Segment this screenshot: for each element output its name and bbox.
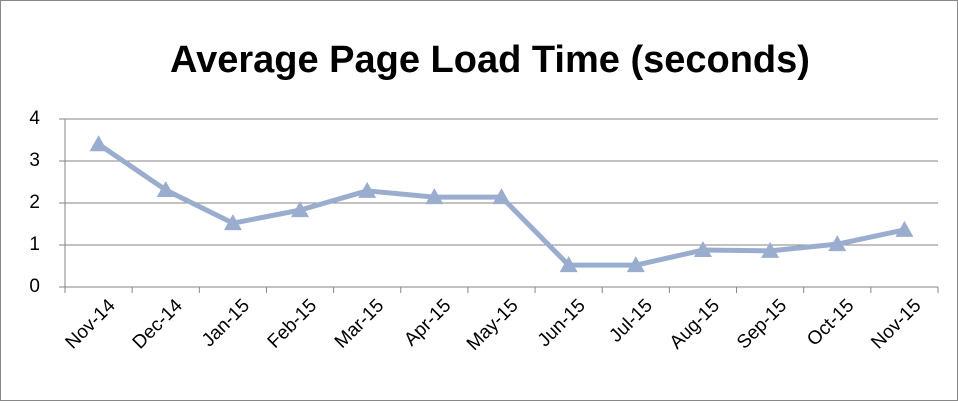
data-marker — [492, 188, 511, 205]
y-tick-label: 1 — [29, 234, 40, 255]
data-marker — [223, 214, 242, 231]
data-marker — [291, 201, 310, 218]
data-marker — [895, 220, 914, 237]
y-tick-label: 4 — [29, 108, 40, 129]
y-tick-label: 3 — [29, 150, 40, 171]
data-marker — [693, 241, 712, 258]
data-marker — [358, 181, 377, 198]
data-marker — [425, 188, 444, 205]
y-tick-label: 0 — [29, 276, 40, 297]
data-marker — [828, 235, 847, 252]
data-marker — [559, 256, 578, 273]
chart-title: Average Page Load Time (seconds) — [170, 39, 810, 81]
data-marker — [156, 180, 175, 197]
y-tick-label: 2 — [29, 192, 40, 213]
data-marker — [626, 256, 645, 273]
data-marker — [761, 241, 780, 258]
data-marker — [89, 135, 108, 152]
